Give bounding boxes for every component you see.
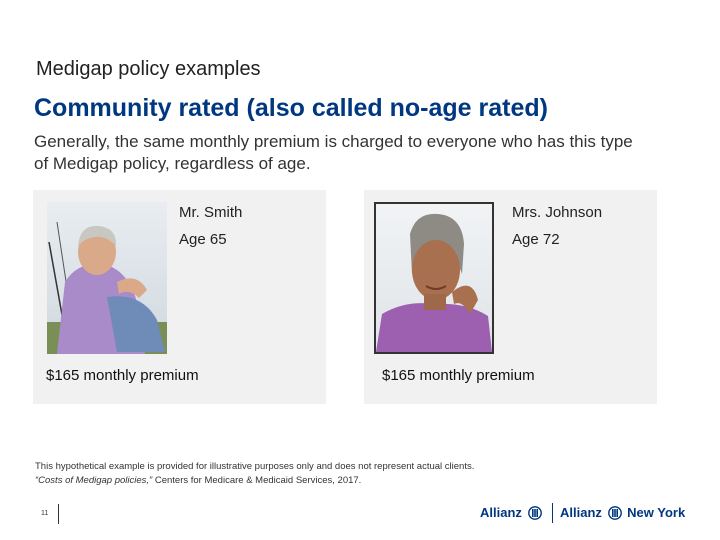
monthly-premium: $165 monthly premium	[382, 367, 535, 384]
page-divider	[58, 504, 59, 524]
woman-portrait-photo	[374, 202, 494, 354]
monthly-premium: $165 monthly premium	[46, 367, 199, 384]
person-name: Mr. Smith	[179, 204, 243, 221]
example-card-mrs-johnson: Mrs. Johnson Age 72 $165 monthly premium	[364, 190, 657, 404]
allianz-eagle-icon	[607, 506, 622, 520]
source-citation: “Costs of Medigap policies,” Centers for…	[35, 474, 361, 488]
page-number: 11	[41, 510, 49, 517]
person-age: Age 72	[512, 231, 560, 248]
disclaimer-text: This hypothetical example is provided fo…	[35, 461, 475, 472]
new-york-wordmark: New York	[627, 505, 686, 520]
allianz-wordmark: Allianz	[480, 505, 522, 520]
allianz-logo: Allianz	[480, 505, 544, 520]
man-sitting-outdoors-photo	[47, 202, 167, 354]
example-card-mr-smith: Mr. Smith Age 65 $165 monthly premium	[33, 190, 326, 404]
source-title: “Costs of Medigap policies,”	[35, 475, 153, 486]
section-kicker: Medigap policy examples	[36, 58, 261, 80]
source-details: Centers for Medicare & Medicaid Services…	[152, 475, 362, 486]
allianz-eagle-icon	[527, 506, 542, 520]
logo-divider	[552, 503, 553, 523]
allianz-new-york-logo: Allianz New York	[560, 505, 685, 520]
person-name: Mrs. Johnson	[512, 204, 603, 221]
person-age: Age 65	[179, 231, 227, 248]
page-subtitle: Generally, the same monthly premium is c…	[34, 132, 633, 173]
allianz-wordmark: Allianz	[560, 505, 602, 520]
page-title: Community rated (also called no-age rate…	[34, 94, 548, 122]
